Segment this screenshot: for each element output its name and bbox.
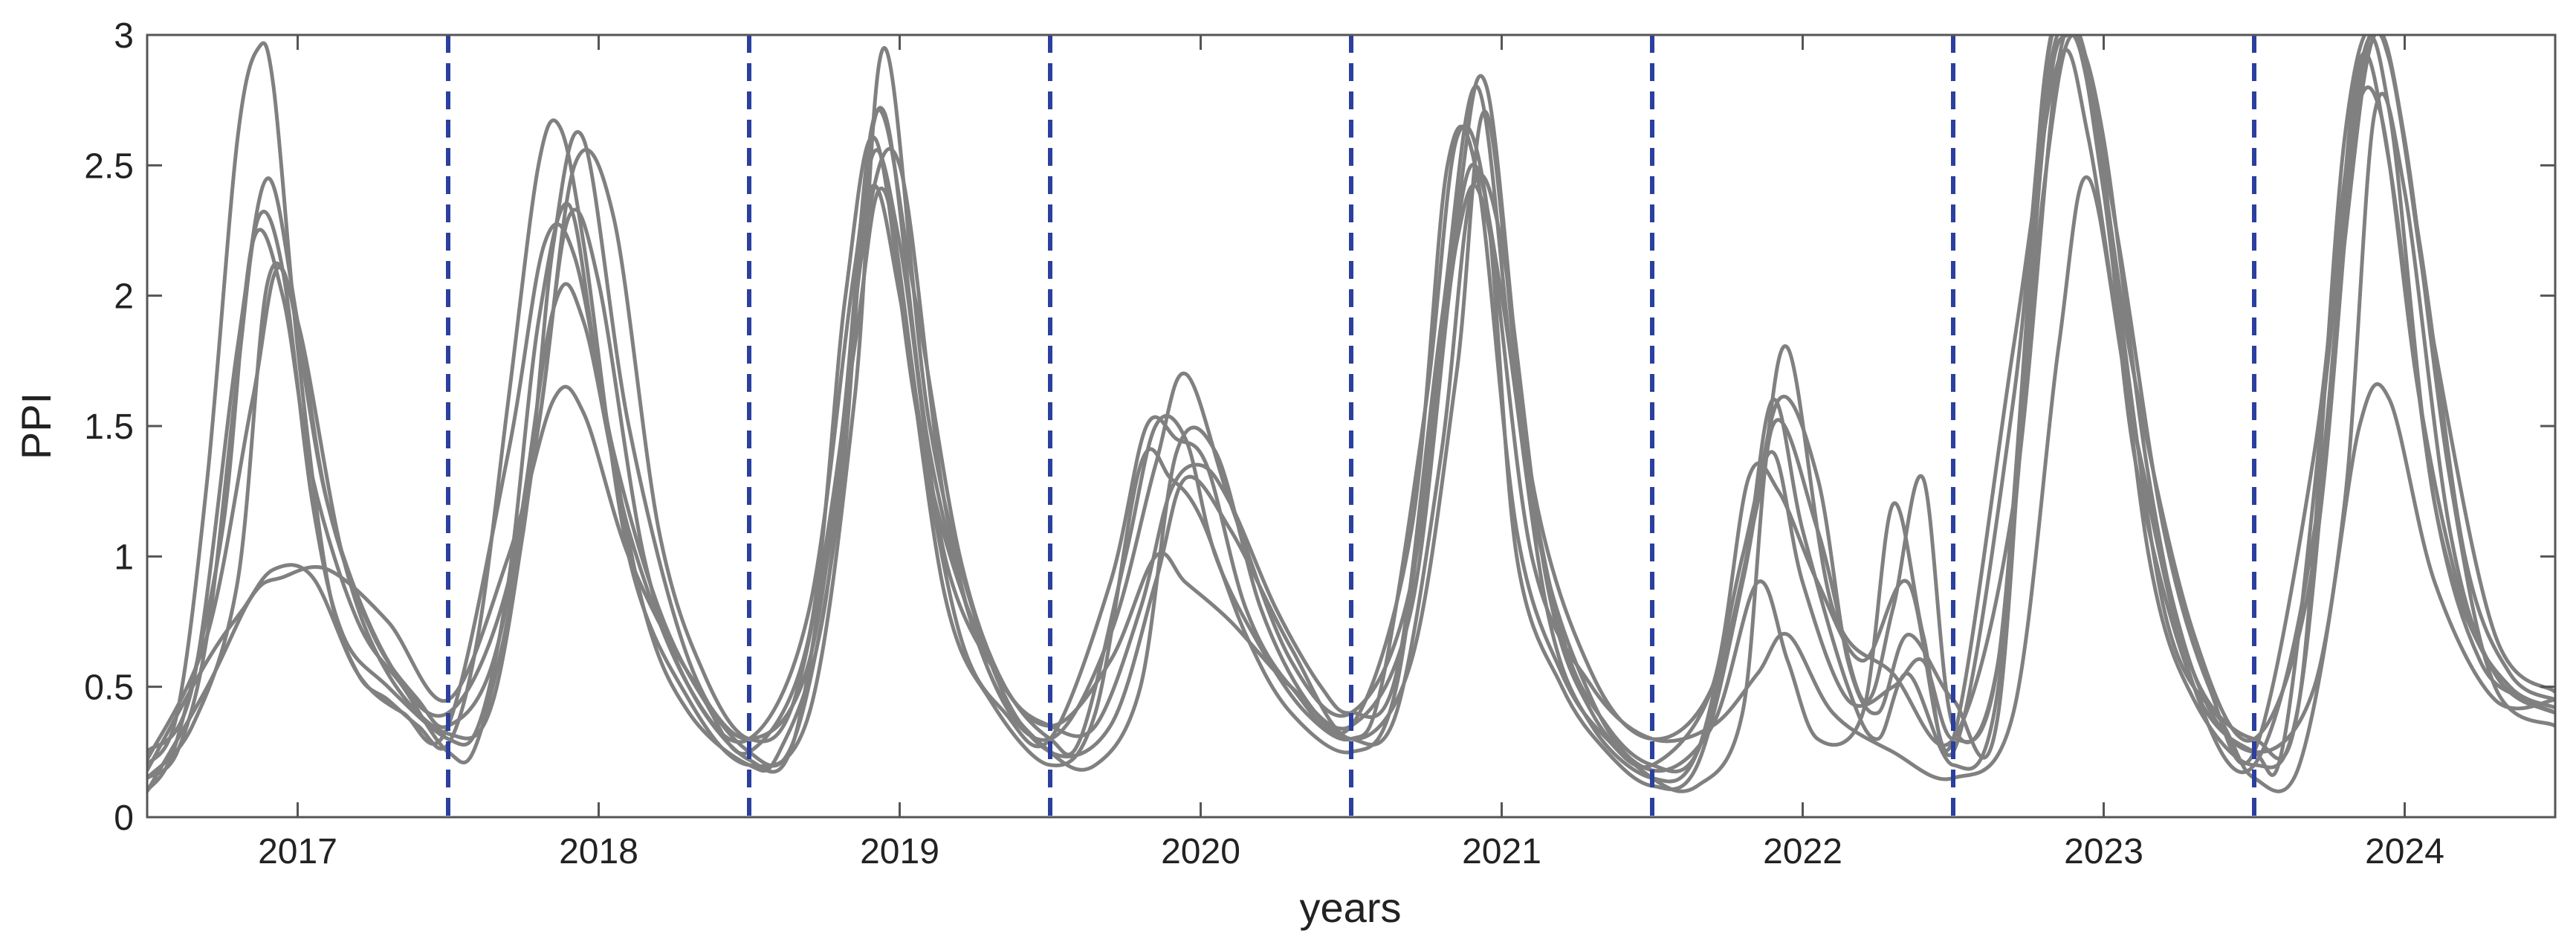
y-tick-label: 2 bbox=[114, 277, 134, 317]
series-group bbox=[147, 35, 2555, 793]
y-axis-label: PPI bbox=[13, 393, 59, 460]
y-tick-label: 3 bbox=[114, 16, 134, 56]
y-tick-label: 0 bbox=[114, 799, 134, 838]
series-line-6 bbox=[147, 175, 2555, 793]
x-tick-label: 2019 bbox=[860, 832, 939, 871]
y-tick-label: 1 bbox=[114, 538, 134, 577]
year-separator-group bbox=[446, 35, 2256, 817]
x-tick-label: 2022 bbox=[1763, 832, 1842, 871]
x-tick-label: 2023 bbox=[2064, 832, 2143, 871]
y-tick-label: 0.5 bbox=[84, 668, 134, 708]
x-tick-label: 2017 bbox=[258, 832, 337, 871]
y-tick-label: 2.5 bbox=[84, 146, 134, 186]
y-tick-label: 1.5 bbox=[84, 407, 134, 447]
x-axis-label: years bbox=[1300, 884, 1402, 931]
series-line-8 bbox=[147, 35, 2555, 762]
x-tick-label: 2020 bbox=[1161, 832, 1240, 871]
x-tick-label: 2021 bbox=[1462, 832, 1541, 871]
tick-group: 2017 2018 2019 2020 2021 2022 2023 2024 0 0.5 1 1.5… bbox=[84, 16, 2555, 871]
x-tick-label: 2018 bbox=[559, 832, 638, 871]
series-line-7 bbox=[147, 35, 2555, 773]
x-tick-label: 2024 bbox=[2365, 832, 2444, 871]
